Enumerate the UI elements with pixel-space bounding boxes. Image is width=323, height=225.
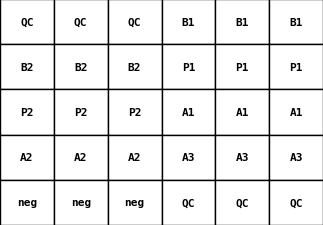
- Text: A1: A1: [182, 108, 195, 117]
- Text: A3: A3: [235, 153, 249, 162]
- Bar: [215, 90, 269, 135]
- Bar: [0, 90, 54, 135]
- Text: QC: QC: [235, 198, 249, 207]
- Bar: [162, 45, 215, 90]
- Text: P2: P2: [74, 108, 88, 117]
- Text: QC: QC: [182, 198, 195, 207]
- Bar: [162, 0, 215, 45]
- Bar: [0, 135, 54, 180]
- Bar: [162, 135, 215, 180]
- Bar: [54, 45, 108, 90]
- Bar: [0, 180, 54, 225]
- Bar: [162, 90, 215, 135]
- Bar: [269, 0, 323, 45]
- Text: A3: A3: [289, 153, 303, 162]
- Text: A3: A3: [182, 153, 195, 162]
- Text: A2: A2: [20, 153, 34, 162]
- Bar: [269, 180, 323, 225]
- Text: B2: B2: [74, 63, 88, 72]
- Text: QC: QC: [74, 18, 88, 27]
- Text: B1: B1: [182, 18, 195, 27]
- Bar: [54, 180, 108, 225]
- Bar: [54, 90, 108, 135]
- Bar: [54, 0, 108, 45]
- Bar: [108, 180, 162, 225]
- Bar: [108, 45, 162, 90]
- Text: B1: B1: [289, 18, 303, 27]
- Text: P1: P1: [235, 63, 249, 72]
- Text: A1: A1: [235, 108, 249, 117]
- Text: QC: QC: [20, 18, 34, 27]
- Bar: [0, 0, 54, 45]
- Text: neg: neg: [71, 198, 91, 207]
- Text: P2: P2: [128, 108, 141, 117]
- Bar: [215, 135, 269, 180]
- Bar: [108, 90, 162, 135]
- Bar: [269, 135, 323, 180]
- Bar: [215, 45, 269, 90]
- Text: B2: B2: [128, 63, 141, 72]
- Bar: [215, 180, 269, 225]
- Text: QC: QC: [289, 198, 303, 207]
- Text: neg: neg: [17, 198, 37, 207]
- Text: P1: P1: [289, 63, 303, 72]
- Text: B2: B2: [20, 63, 34, 72]
- Text: A2: A2: [74, 153, 88, 162]
- Bar: [108, 0, 162, 45]
- Bar: [269, 90, 323, 135]
- Text: QC: QC: [128, 18, 141, 27]
- Bar: [269, 45, 323, 90]
- Text: A2: A2: [128, 153, 141, 162]
- Bar: [0, 45, 54, 90]
- Bar: [54, 135, 108, 180]
- Bar: [108, 135, 162, 180]
- Text: P2: P2: [20, 108, 34, 117]
- Bar: [215, 0, 269, 45]
- Text: P1: P1: [182, 63, 195, 72]
- Text: neg: neg: [124, 198, 145, 207]
- Bar: [162, 180, 215, 225]
- Text: B1: B1: [235, 18, 249, 27]
- Text: A1: A1: [289, 108, 303, 117]
